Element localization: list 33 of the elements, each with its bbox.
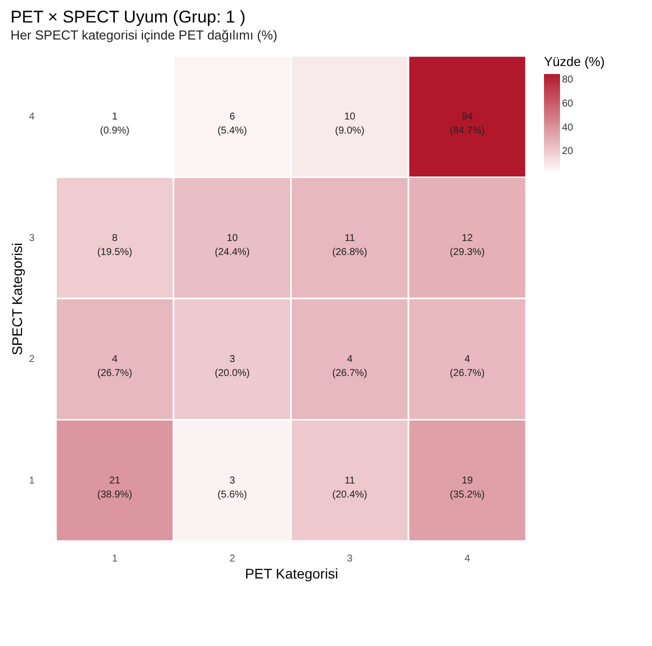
- data-label: 10 (9.0%): [335, 112, 364, 137]
- data-label: 1 (0.9%): [100, 112, 130, 137]
- data-label: 3 (5.6%): [218, 475, 247, 500]
- data-label: 4 (26.7%): [450, 354, 485, 380]
- data-label: 11 (26.8%): [332, 232, 368, 258]
- data-label: 8 (19.5%): [97, 232, 132, 258]
- y-tick-label: 1: [28, 475, 35, 486]
- y-tick-label: 4: [28, 112, 35, 123]
- chart-title: PET × SPECT Uyum (Grup: 1 ): [10, 7, 246, 26]
- data-label: 94 (84.7%): [450, 112, 485, 137]
- x-tick-label: 3: [346, 554, 353, 564]
- x-tick-label: 1: [112, 554, 118, 564]
- data-label: 6 (5.4%): [218, 112, 247, 137]
- data-label: 4 (26.7%): [97, 354, 132, 380]
- data-label: 12 (29.3%): [450, 232, 485, 258]
- x-axis-title: PET Kategorisi: [244, 566, 338, 582]
- color-bar-label: 40: [562, 122, 574, 134]
- data-label: 11 (20.4%): [332, 475, 368, 500]
- data-label: 4 (26.7%): [332, 354, 368, 380]
- color-bar-label: 80: [562, 74, 574, 86]
- data-label: 19 (35.2%): [450, 475, 485, 500]
- x-tick-label: 4: [464, 554, 470, 564]
- data-label: 10 (24.4%): [214, 232, 250, 258]
- y-axis-title: SPECT Kategorisi: [8, 242, 25, 356]
- y-tick-label: 3: [28, 232, 35, 244]
- data-label: 21 (38.9%): [97, 475, 132, 500]
- color-bar-label: 60: [562, 98, 574, 110]
- color-bar-label: 20: [562, 146, 574, 158]
- chart-subtitle: Her SPECT kategorisi içinde PET dağılımı (%): [10, 27, 278, 42]
- x-tick-label: 2: [229, 554, 236, 564]
- color-bar-title: Yüzde (%): [544, 54, 605, 69]
- data-label: 3 (20.0%): [214, 354, 250, 380]
- y-tick-label: 2: [28, 354, 35, 366]
